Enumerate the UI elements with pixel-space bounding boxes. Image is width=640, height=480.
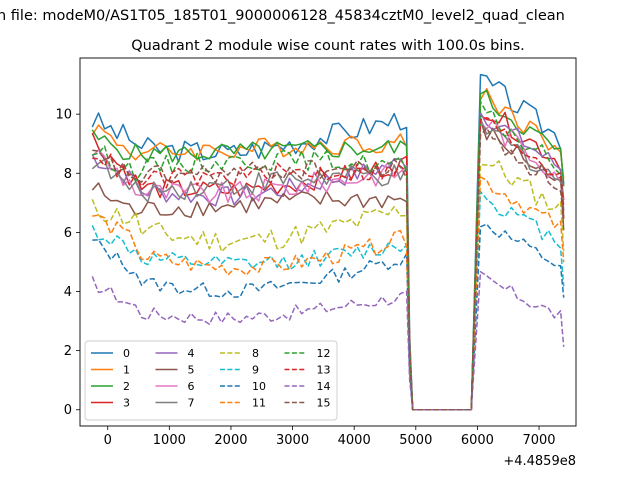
legend-label: 4 [188,347,195,360]
plot-area [91,73,565,411]
series-line-4 [91,111,565,411]
y-tick-label: 2 [64,344,72,359]
series-line-10 [92,223,565,411]
x-axis: 0 1000 2000 3000 4000 5000 6000 7000 [104,426,556,448]
y-tick-label: 0 [64,403,72,418]
x-tick-label: 2000 [214,433,247,448]
y-tick-label: 4 [64,285,72,300]
series-line-0 [91,73,565,411]
legend-label: 10 [252,380,266,393]
series-line-15 [92,127,565,411]
x-tick-label: 7000 [522,433,555,448]
legend-label: 3 [123,397,130,410]
x-tick-label: 6000 [461,433,494,448]
x-offset-label: +4.4859e8 [503,454,576,469]
legend-label: 1 [123,364,130,377]
series-line-8 [91,160,565,411]
x-tick-label: 1000 [153,433,186,448]
series-line-5 [91,119,565,411]
series-line-7 [91,117,565,411]
legend-label: 0 [123,347,130,360]
series-line-13 [92,116,565,411]
figure-suptitle: n file: modeM0/AS1T05_185T01_9000006128_… [0,8,565,24]
axes-frame [79,57,577,427]
chart-title: Quadrant 2 module wise count rates with … [131,38,525,54]
legend-label: 12 [317,347,331,360]
legend-label: 5 [188,364,195,377]
y-tick-label: 10 [55,108,72,123]
legend-label: 13 [317,364,331,377]
legend-label: 8 [252,347,259,360]
series-line-1 [91,87,565,411]
legend-box [84,340,338,421]
legend-label: 11 [252,397,266,410]
series-line-12 [92,100,565,411]
series-line-9 [91,190,565,411]
series-line-14 [91,270,565,411]
legend-label: 7 [188,397,195,410]
legend-label: 6 [188,380,195,393]
series-line-11 [92,176,565,411]
series-line-2 [91,89,565,411]
x-tick-label: 5000 [399,433,432,448]
legend-label: 9 [252,364,259,377]
x-tick-label: 4000 [338,433,371,448]
legend-label: 2 [123,380,130,393]
y-axis: 0 2 4 6 8 10 [55,108,80,418]
legend-label: 14 [317,380,331,393]
y-tick-label: 8 [64,167,72,182]
y-tick-label: 6 [64,226,72,241]
x-tick-label: 0 [104,433,112,448]
x-tick-label: 3000 [276,433,309,448]
legend-label: 15 [317,397,331,410]
